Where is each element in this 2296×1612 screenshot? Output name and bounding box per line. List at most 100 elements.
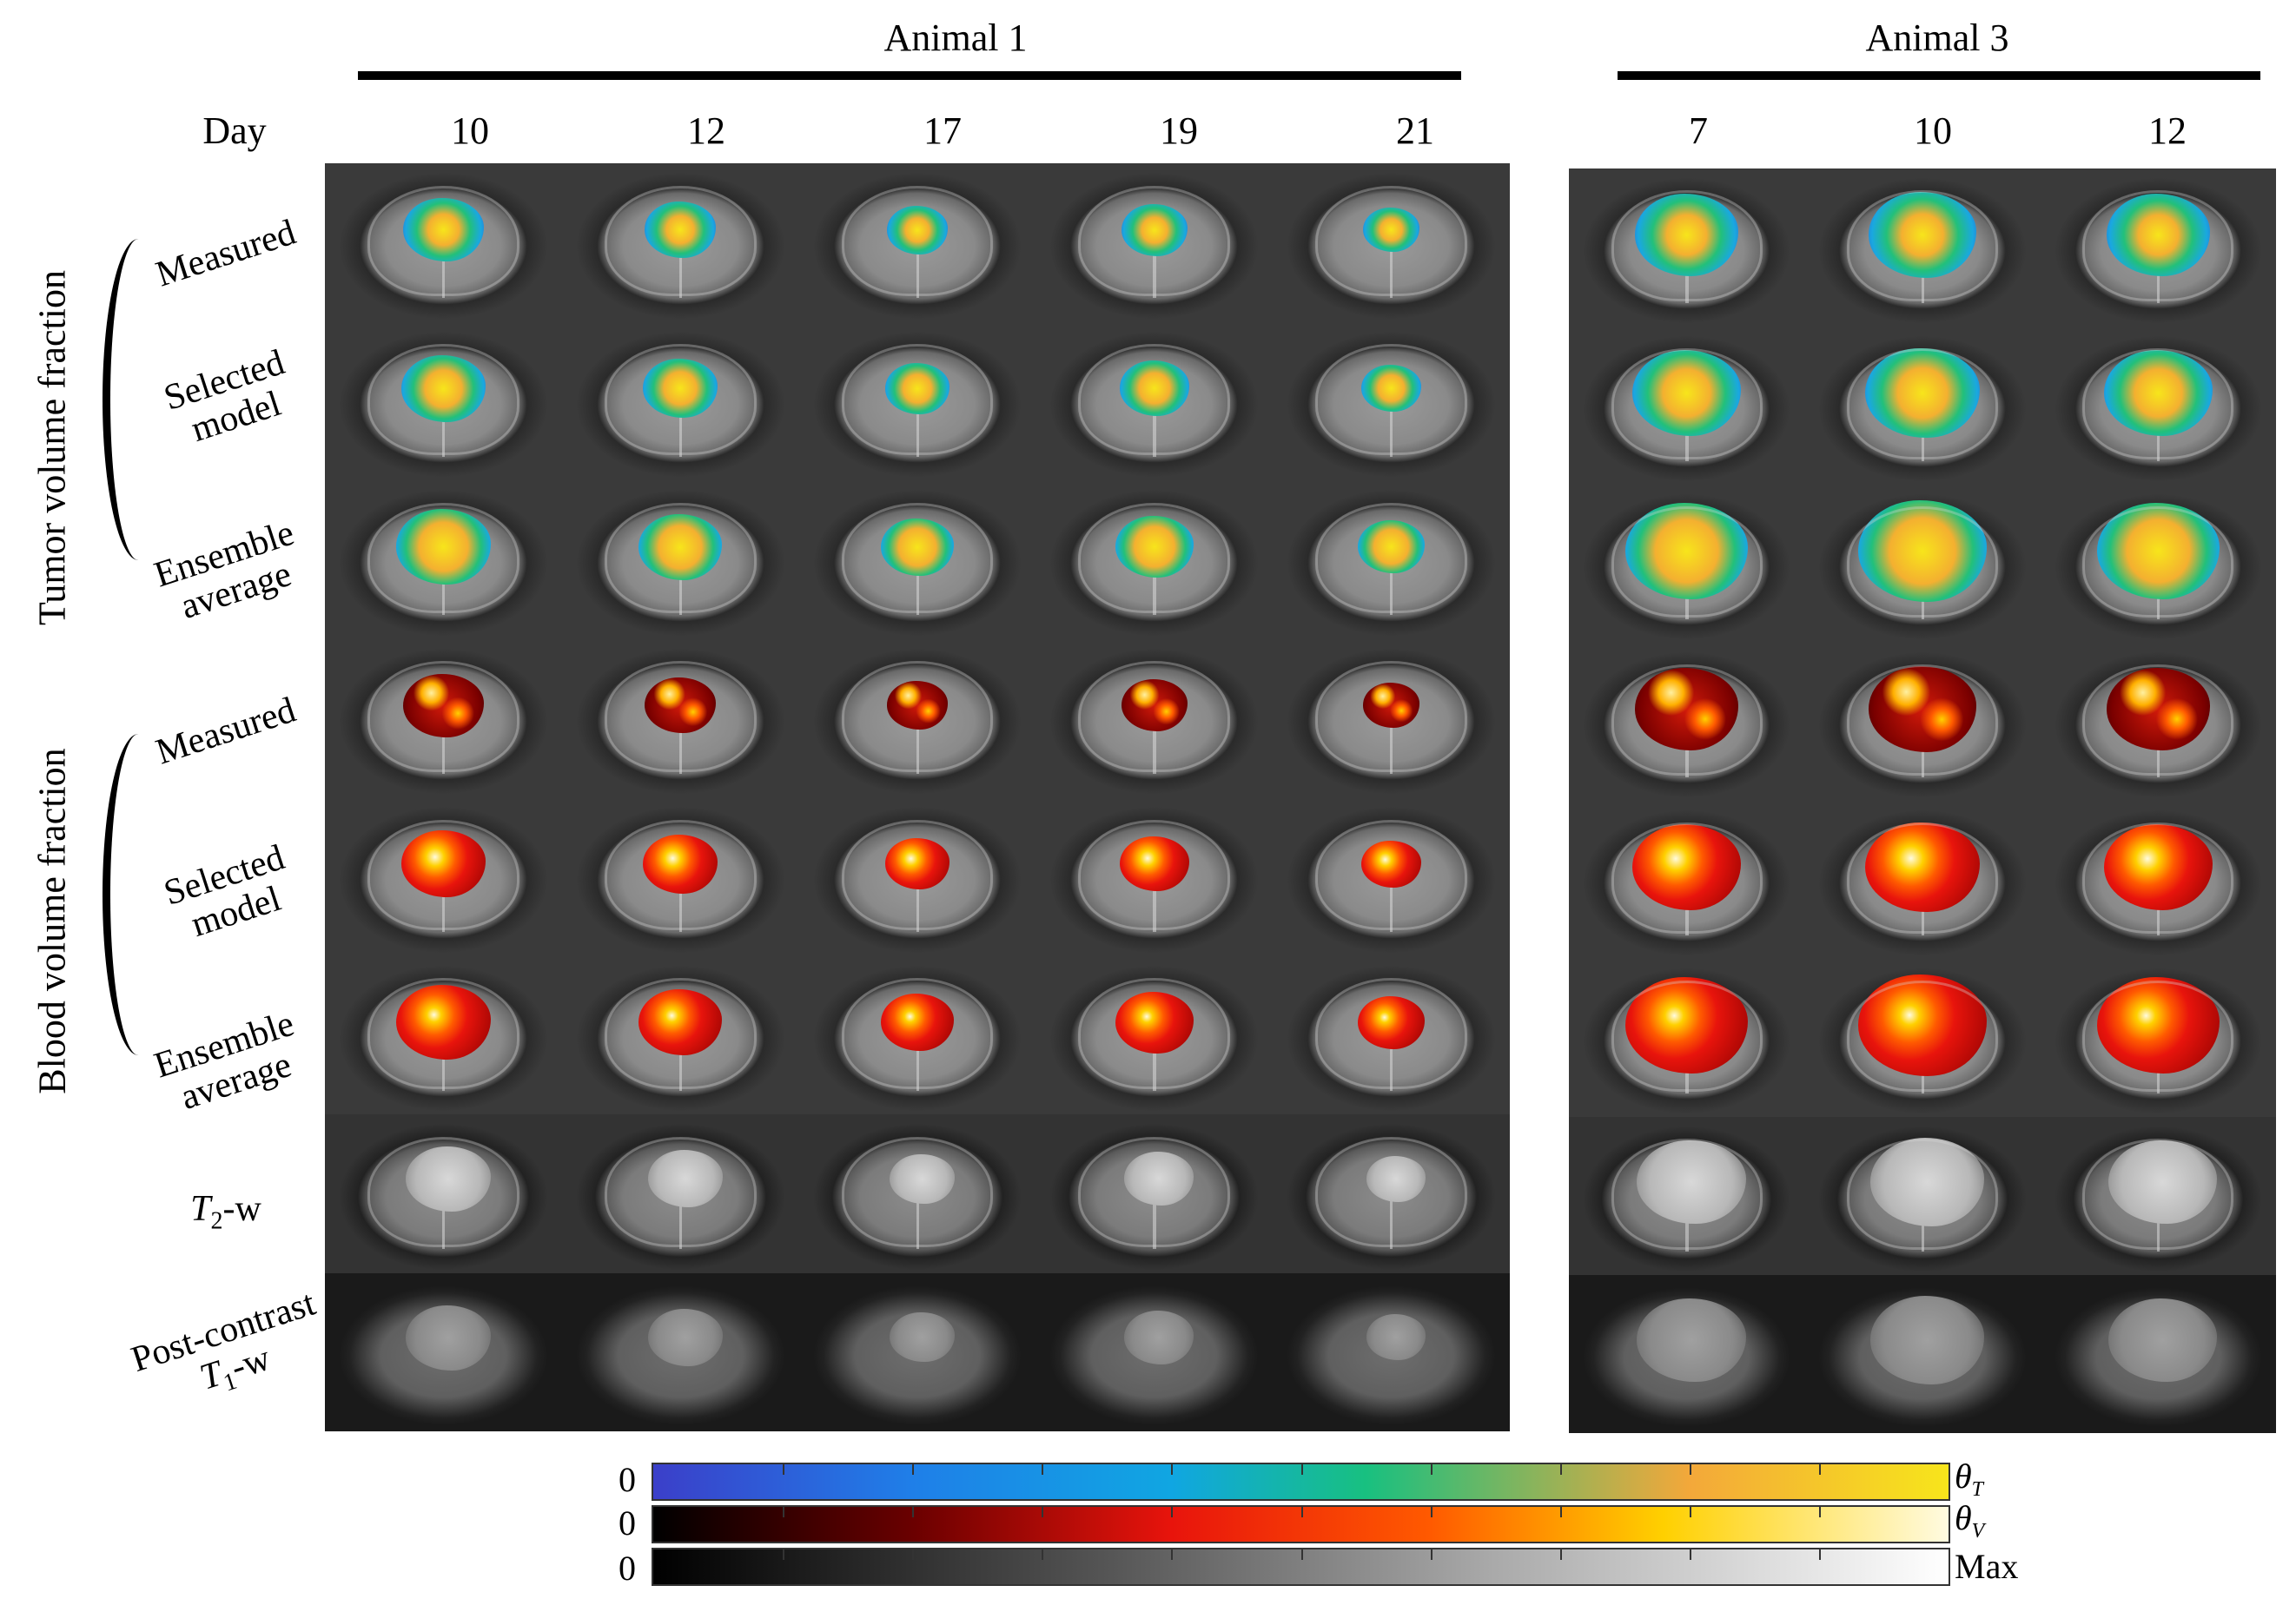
tumor-overlay	[1357, 520, 1426, 574]
colorbar-tick	[1300, 1549, 1303, 1560]
tumor-overlay	[1868, 192, 1977, 278]
a1-image-r3-c4	[1273, 638, 1510, 797]
tumor-region	[1869, 1296, 1984, 1384]
tumor-overlay	[2106, 194, 2211, 276]
a1-image-r6-c4	[1273, 1114, 1510, 1273]
a1-image-r4-c1	[561, 797, 799, 956]
a3-image-r1-c0	[1569, 327, 1805, 485]
row-label-t1w: Post-contrast T1-w	[126, 1283, 321, 1398]
a1-image-r4-c0	[325, 797, 562, 956]
a1-image-r6-c3	[1036, 1114, 1274, 1273]
tumor-overlay	[1119, 360, 1189, 416]
blood-overlay	[1868, 666, 1977, 752]
a1-image-r6-c1	[561, 1114, 799, 1273]
a1-image-r3-c0	[325, 638, 562, 797]
tumor-overlay	[643, 359, 718, 419]
day-a3-1: 10	[1914, 109, 1952, 152]
tumor-overlay	[1121, 203, 1188, 256]
colorbar-tick	[1689, 1549, 1691, 1560]
a3-image-r4-c0	[1569, 801, 1805, 959]
colorbar-tick	[1300, 1464, 1303, 1475]
a1-image-r1-c0	[325, 321, 562, 480]
colorbar-tick	[1042, 1507, 1044, 1517]
animal3-image-grid	[1569, 168, 2276, 1433]
colorbar-tick	[1689, 1464, 1691, 1475]
tumor-region	[406, 1305, 491, 1371]
tumor-overlay	[403, 198, 484, 262]
a3-image-r1-c2	[2040, 327, 2276, 485]
blood-overlay	[2096, 976, 2220, 1074]
blood-overlay	[1115, 991, 1194, 1054]
a1-image-r1-c1	[561, 321, 799, 480]
colorbar-tick	[1300, 1507, 1303, 1517]
colorbar-tick	[1430, 1507, 1433, 1517]
a1-image-r2-c1	[561, 480, 799, 639]
colorbar-tumor-symbol: θT	[1955, 1457, 1984, 1501]
colorbar-tick	[912, 1507, 915, 1517]
group-bracket-tumor	[103, 239, 162, 560]
a1-image-r6-c2	[798, 1114, 1036, 1273]
row-label-t2w: T2-w	[190, 1189, 261, 1235]
blood-overlay	[1625, 976, 1749, 1074]
blood-overlay	[1362, 683, 1420, 728]
row-label-tumor-measured: Measured	[151, 212, 301, 295]
tumor-overlay	[400, 354, 486, 422]
a3-image-r6-c2	[2040, 1117, 2276, 1275]
animal3-header-rule	[1618, 71, 2260, 80]
colorbar-tick	[1818, 1549, 1821, 1560]
colorbar-tumor	[652, 1463, 1950, 1501]
blood-overlay	[1119, 836, 1189, 892]
a1-image-r0-c2	[798, 163, 1036, 322]
a3-image-r2-c0	[1569, 485, 1805, 643]
group-bracket-blood	[103, 734, 162, 1055]
blood-overlay	[881, 994, 954, 1052]
a1-image-r2-c3	[1036, 480, 1274, 639]
colorbar-tumor-zero: 0	[619, 1460, 636, 1499]
tumor-overlay	[1865, 347, 1980, 439]
tumor-region	[1124, 1152, 1194, 1206]
blood-overlay	[395, 984, 492, 1060]
a1-image-r3-c1	[561, 638, 799, 797]
tumor-overlay	[645, 202, 717, 258]
a1-image-r5-c0	[325, 955, 562, 1114]
animal1-image-grid	[325, 163, 1510, 1431]
colorbar-tick	[783, 1549, 785, 1560]
blood-overlay	[403, 673, 484, 737]
a3-image-r3-c1	[1804, 643, 2041, 801]
tumor-overlay	[1634, 194, 1739, 276]
colorbar-tick	[912, 1464, 915, 1475]
a1-image-r1-c2	[798, 321, 1036, 480]
a3-image-r0-c1	[1804, 168, 2041, 327]
colorbar-tick	[1559, 1549, 1562, 1560]
colorbar-tick	[912, 1549, 915, 1560]
colorbar-tick	[1171, 1464, 1174, 1475]
tumor-overlay	[884, 362, 950, 414]
a1-image-r7-c2	[798, 1272, 1036, 1431]
blood-overlay	[1634, 668, 1739, 750]
a1-image-r4-c4	[1273, 797, 1510, 956]
blood-overlay	[1357, 995, 1426, 1049]
a1-image-r4-c3	[1036, 797, 1274, 956]
colorbar-tick	[783, 1464, 785, 1475]
tumor-overlay	[1361, 365, 1421, 413]
a1-image-r7-c1	[561, 1272, 799, 1431]
blood-overlay	[1858, 974, 1987, 1076]
a3-image-r6-c1	[1804, 1117, 2041, 1275]
blood-overlay	[645, 677, 717, 734]
a1-image-r0-c1	[561, 163, 799, 322]
a1-image-r2-c2	[798, 480, 1036, 639]
tumor-region	[406, 1146, 491, 1212]
colorbar-blood-zero: 0	[619, 1503, 636, 1543]
a3-image-r3-c2	[2040, 643, 2276, 801]
a3-image-r4-c1	[1804, 801, 2041, 959]
tumor-overlay	[2096, 502, 2220, 600]
animal3-title: Animal 3	[1865, 17, 2009, 59]
a3-image-r7-c2	[2040, 1275, 2276, 1433]
a3-image-r7-c0	[1569, 1275, 1805, 1433]
group-label-tumor: Tumor volume fraction	[30, 270, 74, 625]
colorbar-tick	[1818, 1507, 1821, 1517]
a1-image-r0-c4	[1273, 163, 1510, 322]
tumor-region	[647, 1150, 723, 1208]
a3-image-r4-c2	[2040, 801, 2276, 959]
a3-image-r5-c1	[1804, 959, 2041, 1117]
